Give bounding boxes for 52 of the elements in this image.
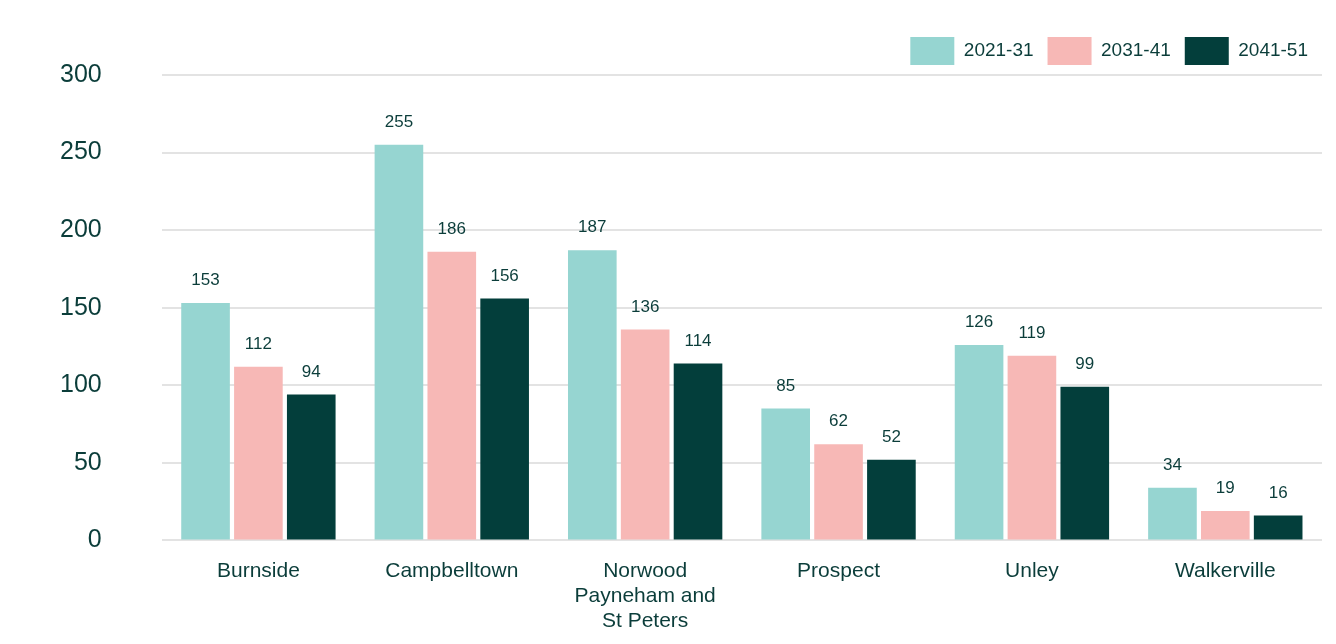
data-label: 186	[437, 219, 466, 239]
bar	[181, 303, 230, 540]
data-label: 19	[1215, 478, 1235, 498]
x-tick-label: Campbelltown	[385, 557, 519, 581]
bar	[1007, 355, 1057, 540]
data-label: 255	[384, 112, 414, 131]
y-tick-label: 100	[59, 369, 102, 398]
data-label: 187	[578, 217, 607, 237]
x-tick-label: Prospect	[797, 557, 881, 581]
bar	[1200, 510, 1250, 540]
y-tick-label: 150	[59, 291, 102, 320]
bar	[620, 329, 670, 540]
bar	[1148, 487, 1197, 540]
bar	[234, 366, 283, 540]
bar	[427, 251, 477, 540]
y-tick-label: 300	[59, 58, 102, 87]
data-label: 119	[1018, 322, 1046, 342]
x-tick-label: Norwood Payneham and St Peters	[574, 557, 716, 632]
data-label: 16	[1268, 482, 1288, 502]
data-label: 153	[191, 270, 220, 290]
bar	[567, 250, 617, 540]
bar	[1253, 515, 1303, 540]
x-tick-label: Unley	[1005, 557, 1060, 581]
bar	[814, 444, 863, 540]
data-label: 34	[1162, 454, 1182, 474]
data-label: 62	[829, 411, 849, 431]
x-tick-label: Walkerville	[1174, 557, 1276, 581]
y-tick-label: 0	[87, 524, 102, 553]
bar	[867, 459, 916, 540]
legend-label: 2021-31	[963, 39, 1034, 61]
data-label: 85	[776, 375, 796, 395]
data-label: 52	[881, 426, 901, 446]
bar	[374, 144, 424, 540]
bar	[480, 298, 529, 540]
data-label: 114	[684, 330, 712, 350]
data-label: 156	[490, 265, 519, 285]
data-label: 112	[244, 333, 272, 353]
y-tick-label: 200	[59, 214, 102, 243]
bar	[761, 408, 810, 540]
bar	[954, 344, 1004, 540]
bar	[286, 394, 336, 540]
data-label: 99	[1075, 354, 1095, 374]
bar	[1060, 386, 1110, 540]
data-label: 94	[301, 361, 321, 381]
data-label: 136	[630, 296, 660, 316]
y-tick-label: 50	[73, 446, 102, 475]
legend-label: 2031-41	[1101, 39, 1171, 61]
y-tick-label: 250	[59, 136, 102, 165]
bar	[673, 363, 723, 540]
x-tick-label: Burnside	[216, 557, 300, 581]
data-label: 126	[964, 312, 994, 332]
legend-label: 2041-51	[1238, 39, 1309, 61]
